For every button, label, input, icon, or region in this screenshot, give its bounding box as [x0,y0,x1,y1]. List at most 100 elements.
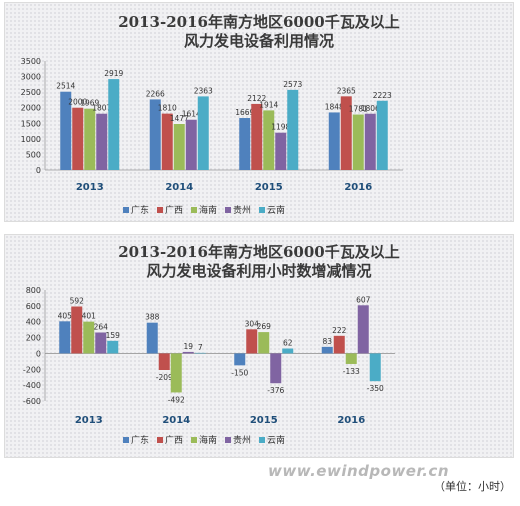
data-label: 1477 [170,114,189,123]
bar-海南 [258,332,270,354]
legend-swatch-广东 [123,207,129,213]
y-tick-label: 1500 [21,119,41,128]
y-tick-label: -600 [23,397,41,406]
bar-贵州 [270,353,282,384]
data-label: -133 [343,367,360,376]
data-label: 1614 [182,110,201,119]
y-tick-label: 3500 [21,57,41,66]
legend-entry: 广西 [165,204,183,216]
bar-贵州 [357,305,369,354]
data-label: 2000 [68,98,87,107]
legend-swatch-广西 [157,437,163,443]
data-label: 1969 [80,99,99,108]
data-label: 304 [245,319,260,328]
legend-entry: 贵州 [233,434,251,446]
data-label: 1810 [158,104,177,113]
chart-subtitle: 风力发电设备利用情况 [183,32,334,50]
bar-云南 [197,96,209,170]
data-label: 1781 [349,105,368,114]
data-label: 159 [106,331,121,340]
y-tick-label: -400 [23,381,41,390]
data-label: 592 [70,296,85,305]
legend-swatch-海南 [191,437,197,443]
bar-云南 [282,348,294,354]
bar-广西 [161,113,173,170]
data-label: 83 [322,337,332,346]
data-label: 19 [183,342,193,351]
bar-广西 [246,329,258,354]
y-tick-label: 800 [26,286,41,295]
data-label: 388 [145,313,160,322]
bar-海南 [352,114,364,170]
bar-广东 [149,99,161,170]
legend-entry: 广西 [165,434,183,446]
data-label: 1848 [325,102,344,111]
x-tick-label: 2016 [344,182,372,193]
bar-广东 [60,91,72,170]
data-label: 2266 [146,89,165,98]
bar-海南 [345,353,357,364]
bar-海南 [170,353,182,393]
data-label: 2363 [194,86,213,95]
x-tick-label: 2014 [165,182,193,193]
x-tick-label: 2015 [255,182,283,193]
legend-swatch-海南 [191,207,197,213]
bar-广西 [340,96,352,170]
legend-entry: 云南 [267,204,285,216]
data-label: 2223 [373,91,392,100]
bar-广西 [333,335,345,354]
bar-广东 [59,321,71,354]
data-label: 62 [283,339,293,348]
data-label: -492 [168,395,185,404]
y-tick-label: 2500 [21,88,41,97]
bar-贵州 [185,119,197,170]
bar-广西 [72,107,84,170]
legend-entry: 海南 [199,434,217,446]
data-label: -209 [156,373,173,382]
bar-贵州 [275,132,287,170]
legend-swatch-云南 [259,207,265,213]
legend-entry: 广东 [131,204,149,216]
bar-云南 [369,353,381,382]
x-tick-label: 2014 [162,415,190,426]
legend-swatch-广西 [157,207,163,213]
data-label: 405 [58,311,73,320]
data-label: 1806 [361,104,380,113]
y-tick-label: -200 [23,365,41,374]
chart-title: 2013-2016年南方地区6000千瓦及以上 [118,243,400,261]
data-label: 222 [332,326,347,335]
legend-entry: 海南 [199,204,217,216]
bar-广东 [146,322,158,354]
bar-广西 [71,306,83,354]
bar-云南 [107,340,119,354]
y-tick-label: 500 [26,150,41,159]
y-tick-label: 400 [26,318,41,327]
legend-entry: 贵州 [233,204,251,216]
data-label: 2919 [104,69,123,78]
bar-海南 [84,108,96,170]
bar-贵州 [95,332,107,354]
chart-subtitle: 风力发电设备利用小时数增减情况 [146,262,372,280]
data-label: 1914 [259,100,278,109]
y-tick-label: 200 [26,334,41,343]
y-tick-label: 3000 [21,73,41,82]
y-tick-label: 0 [36,349,41,358]
bar-贵州 [96,113,108,170]
data-label: 1198 [271,123,290,132]
legend-entry: 广东 [131,434,149,446]
bar-云南 [376,100,388,170]
legend-swatch-云南 [259,437,265,443]
bar-广西 [158,353,170,370]
data-label: 269 [257,322,272,331]
data-label: -376 [267,386,284,395]
y-tick-label: 2000 [21,104,41,113]
watermark-text: www.ewindpower.cn [268,462,449,480]
data-label: 264 [94,322,109,331]
data-label: 2365 [337,86,356,95]
data-label: 2514 [56,82,75,91]
x-tick-label: 2016 [337,415,365,426]
data-label: 607 [356,295,371,304]
data-label: 1807 [92,104,111,113]
data-label: 2122 [247,94,266,103]
bar-广东 [328,112,340,170]
